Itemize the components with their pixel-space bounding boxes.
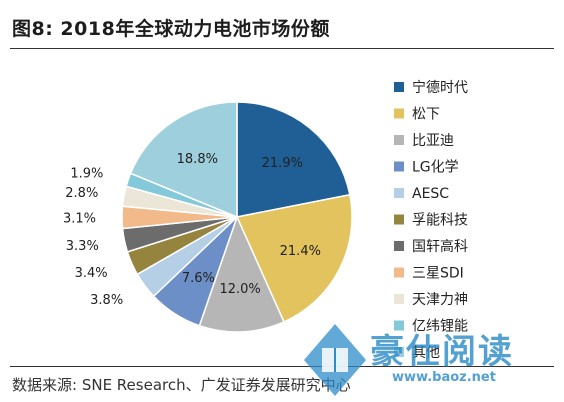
data-label-7: 3.3%	[66, 239, 99, 254]
legend-swatch-3	[394, 135, 404, 145]
data-label-4: 7.6%	[182, 271, 215, 286]
figure-title: 图8: 2018年全球动力电池市场份额	[12, 18, 330, 40]
pie-slice-11	[129, 101, 238, 219]
legend-label-2: 松下	[412, 107, 440, 123]
legend-label-8: 三星SDI	[412, 266, 464, 282]
legend-label-5: AESC	[412, 186, 449, 202]
legend-label-10: 亿纬锂能	[412, 319, 468, 335]
legend-label-1: 宁德时代	[412, 79, 468, 96]
title-divider	[10, 48, 554, 49]
legend-swatch-5	[394, 188, 404, 198]
pie-slice-1	[236, 101, 351, 218]
legend-label-3: 比亚迪	[412, 133, 454, 149]
pie-slice-2	[235, 193, 353, 323]
data-label-2: 21.4%	[280, 244, 321, 259]
source-divider	[10, 366, 554, 367]
legend-swatch-10	[394, 320, 404, 331]
pie-slices	[121, 101, 353, 333]
data-label-1: 21.9%	[262, 156, 303, 171]
legend-label-11: 其他	[412, 345, 440, 361]
legend-swatch-2	[394, 108, 404, 119]
data-labels: 21.9% 21.4% 12.0% 7.6% 3.8% 3.4% 3.3% 3.1% 2.8% 1…	[63, 152, 321, 308]
legend-label-6: 孚能科技	[412, 213, 468, 229]
legend-swatch-6	[394, 214, 404, 225]
legend-label-4: LG化学	[412, 160, 459, 176]
legend-swatch-1	[394, 82, 404, 92]
source-note: 数据来源: SNE Research、广发证券发展研究中心	[12, 376, 351, 394]
data-label-6: 3.4%	[75, 266, 108, 281]
pie-slice-3	[198, 214, 285, 333]
legend-label-9: 天津力神	[412, 292, 468, 308]
legend-swatch-11	[394, 347, 404, 357]
legend-swatch-9	[394, 294, 404, 304]
legend-swatch-4	[394, 161, 404, 172]
data-label-10: 1.9%	[70, 167, 103, 182]
legend-swatch-8	[394, 267, 404, 278]
data-label-9: 2.8%	[65, 186, 98, 201]
data-label-3: 12.0%	[219, 282, 260, 297]
legend-swatch-7	[394, 241, 404, 251]
legend-label-7: 国轩高科	[412, 238, 468, 255]
data-label-11: 18.8%	[177, 152, 218, 167]
data-label-8: 3.1%	[63, 211, 96, 226]
data-label-5: 3.8%	[90, 293, 123, 308]
